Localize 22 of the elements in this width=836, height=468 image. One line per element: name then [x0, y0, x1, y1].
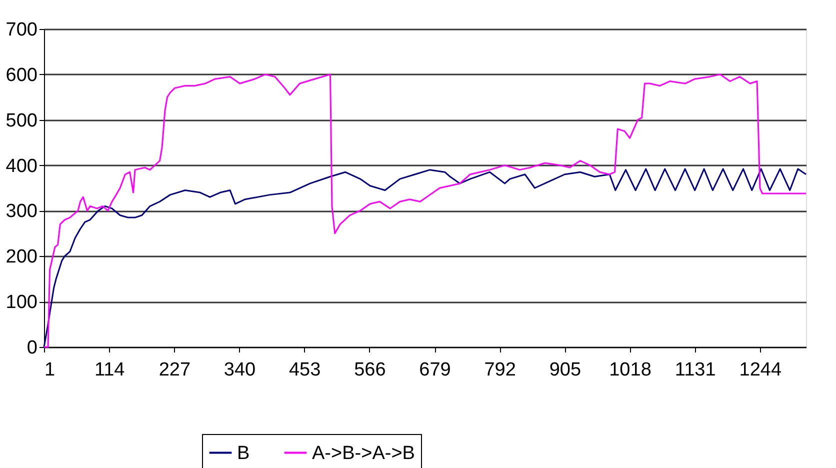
x-tick-label: 1 [44, 360, 56, 380]
y-tick-label: 400 [6, 156, 38, 177]
x-tick-label: 905 [549, 360, 582, 380]
legend-label: B [237, 442, 250, 464]
legend-label: A->B->A->B [312, 442, 415, 464]
x-tick-label: 114 [94, 360, 126, 380]
x-tick-label: 1131 [674, 360, 716, 380]
y-tick-label: 300 [6, 201, 38, 222]
y-tick-label: 0 [26, 338, 38, 358]
x-tick-label: 792 [484, 360, 516, 380]
y-tick-label: 500 [6, 110, 38, 132]
y-tick-label: 100 [6, 292, 38, 314]
x-tick-label: 1018 [609, 360, 652, 380]
x-tick-label: 566 [354, 360, 386, 380]
x-tick-label: 453 [288, 360, 321, 380]
y-tick-label: 600 [6, 64, 38, 86]
y-tick-label: 200 [6, 246, 38, 268]
x-tick-label: 679 [419, 360, 451, 380]
x-tick-label: 340 [224, 360, 256, 380]
x-tick-label: 227 [158, 360, 191, 380]
x-tick-label: 1244 [739, 360, 782, 380]
y-tick-label: 700 [6, 20, 38, 40]
